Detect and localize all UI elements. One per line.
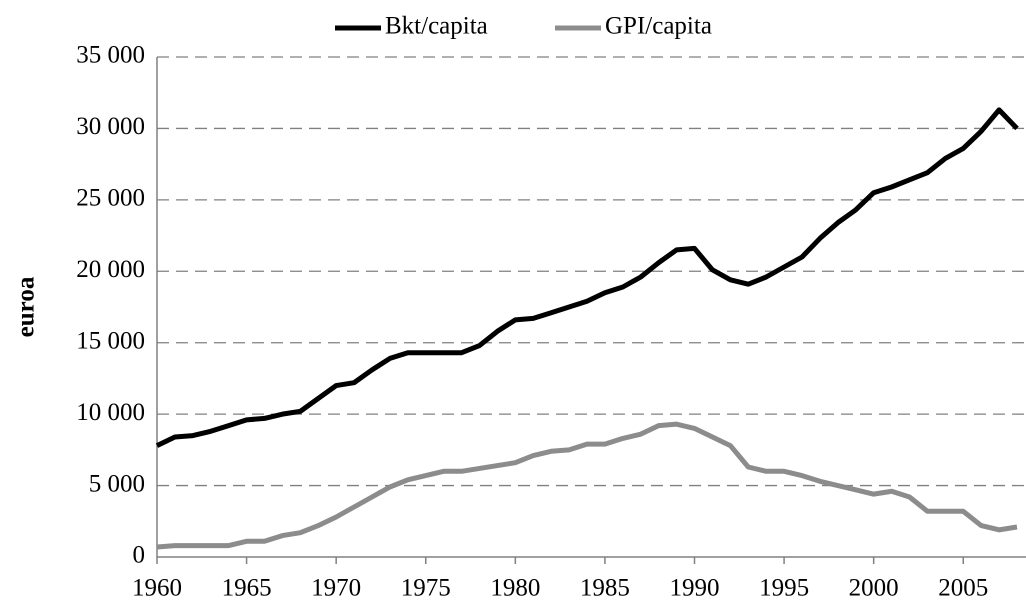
- x-tick-label: 2005: [938, 575, 988, 602]
- y-tick-label: 0: [133, 542, 146, 569]
- x-tick-label: 1975: [401, 575, 451, 602]
- y-tick-label: 10 000: [76, 399, 145, 426]
- x-tick-label: 1970: [311, 575, 361, 602]
- legend-label: GPI/capita: [605, 13, 712, 40]
- x-tick-label: 1980: [490, 575, 540, 602]
- x-tick-label: 1965: [222, 575, 272, 602]
- y-axis-label: euroa: [13, 276, 40, 337]
- x-tick-label: 1990: [670, 575, 720, 602]
- y-tick-label: 25 000: [76, 185, 145, 212]
- line: [156, 421, 1018, 550]
- x-tick-label: 1995: [759, 575, 809, 602]
- x-tick-label: 2000: [849, 575, 899, 602]
- y-tick-label: 30 000: [76, 113, 145, 140]
- y-tick-label: 15 000: [76, 327, 145, 354]
- y-tick-label: 35 000: [76, 42, 145, 69]
- y-tick-label: 20 000: [76, 256, 145, 283]
- x-tick-label: 1960: [132, 575, 182, 602]
- x-tick-label: 1985: [580, 575, 630, 602]
- line: [155, 107, 1019, 448]
- legend-label: Bkt/capita: [385, 13, 488, 40]
- y-tick-label: 5 000: [89, 470, 145, 497]
